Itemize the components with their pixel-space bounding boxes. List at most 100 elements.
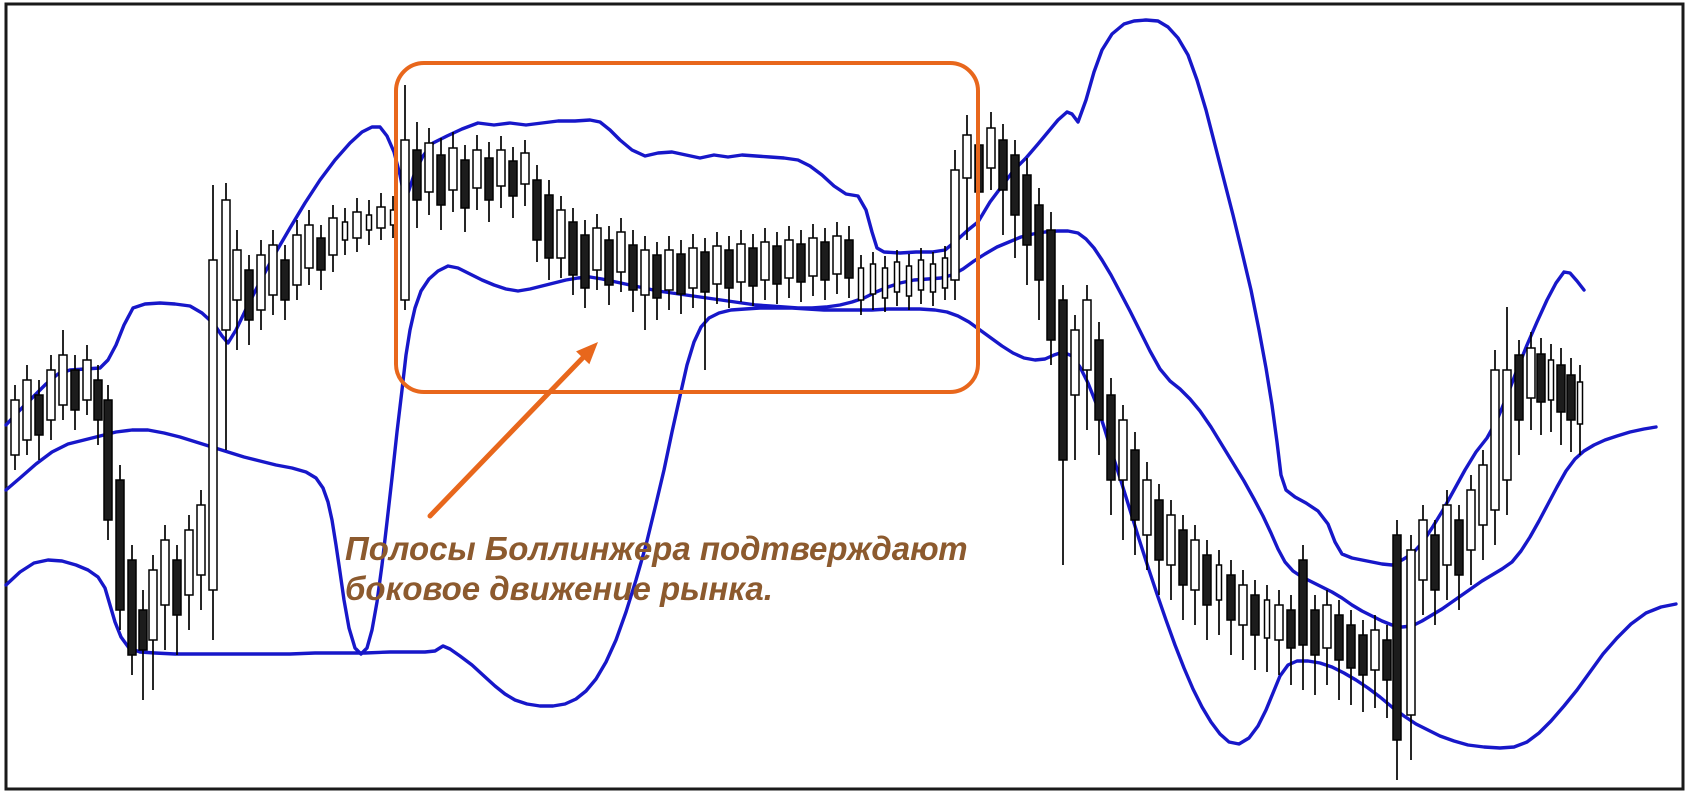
candlestick: [448, 132, 458, 212]
candlestick: [1556, 348, 1566, 445]
candlestick: [893, 250, 901, 306]
candlestick: [292, 220, 302, 300]
annotation-arrow: [427, 342, 598, 519]
candlestick: [748, 234, 758, 306]
candlestick: [544, 180, 554, 280]
candlestick: [1382, 625, 1392, 718]
candlestick: [460, 145, 470, 232]
candlestick: [268, 230, 278, 315]
candlestick: [1576, 365, 1584, 455]
candlestick: [881, 256, 889, 312]
candlestick: [998, 124, 1008, 235]
candlesticks-group: [10, 85, 1584, 780]
candlestick: [244, 255, 254, 345]
candlestick: [1334, 600, 1344, 700]
candlestick: [436, 138, 446, 230]
candlestick: [1454, 505, 1464, 610]
candlestick: [962, 115, 972, 240]
highlight-box: [394, 61, 980, 394]
candlestick: [138, 590, 148, 700]
candlestick: [917, 248, 925, 304]
candlestick: [869, 252, 877, 310]
candlestick: [1034, 188, 1044, 320]
chart-border: [4, 2, 1685, 791]
candlestick: [712, 232, 722, 304]
candlestick: [34, 380, 44, 460]
candlestick: [1082, 285, 1092, 430]
candlestick: [1142, 462, 1152, 570]
lower-band-line: [4, 306, 1678, 750]
candlestick: [592, 214, 602, 290]
candlestick: [1310, 595, 1320, 695]
candlestick: [365, 200, 373, 245]
candlestick: [232, 230, 242, 350]
candlestick: [472, 135, 482, 210]
candlestick: [1238, 570, 1248, 660]
candlestick: [832, 222, 842, 294]
candlestick: [148, 555, 158, 690]
annotation-arrow-line: [427, 355, 586, 519]
candlestick: [352, 198, 362, 252]
candlestick: [1322, 590, 1332, 685]
candlestick: [1070, 315, 1080, 460]
candlestick: [221, 183, 231, 450]
candlestick: [568, 208, 578, 295]
candlestick: [328, 205, 338, 272]
candlestick: [1166, 500, 1176, 600]
candlestick: [1502, 307, 1512, 515]
candlestick: [172, 545, 182, 655]
candlestick: [1106, 378, 1116, 515]
candlestick: [1058, 285, 1068, 565]
candlestick: [1547, 344, 1555, 432]
candlestick: [1154, 484, 1164, 595]
candlestick: [760, 228, 770, 300]
candlestick: [103, 385, 113, 540]
candlestick: [616, 218, 626, 292]
candlestick: [772, 232, 782, 304]
candlestick: [676, 240, 686, 314]
candlestick: [115, 465, 125, 630]
candlestick: [184, 515, 194, 630]
candlestick: [1178, 515, 1188, 620]
candlestick: [808, 224, 818, 296]
candlestick: [256, 240, 266, 330]
candlestick: [376, 193, 386, 240]
candlestick: [10, 385, 20, 470]
candlestick: [556, 196, 566, 278]
candlestick: [1250, 580, 1260, 670]
candlestick: [424, 128, 434, 215]
candlestick: [986, 112, 996, 190]
candlestick: [628, 230, 638, 312]
candlestick: [70, 355, 80, 430]
candlestick: [1370, 615, 1380, 708]
candlestick: [941, 246, 949, 300]
candlestick: [1514, 340, 1524, 455]
candlestick: [1358, 620, 1368, 712]
candlestick: [736, 230, 746, 302]
candlestick: [580, 220, 590, 308]
candlestick: [304, 210, 314, 285]
candlestick: [664, 236, 674, 310]
candlestick: [1346, 610, 1356, 705]
candlestick: [58, 330, 68, 420]
candlestick: [1046, 212, 1056, 365]
candlestick: [160, 525, 170, 650]
candlestick: [1202, 540, 1212, 640]
candlestick: [929, 252, 937, 306]
candlestick: [1466, 475, 1476, 585]
candlestick: [1022, 158, 1032, 285]
candlestick: [1536, 338, 1546, 435]
candlestick: [640, 236, 650, 330]
candlestick: [1094, 322, 1104, 455]
candlestick: [508, 147, 518, 218]
candlestick: [1010, 140, 1020, 258]
candlestick: [127, 545, 137, 675]
candlestick: [82, 345, 92, 415]
candlestick: [604, 226, 614, 305]
candlestick: [316, 225, 326, 290]
candlestick: [1566, 358, 1576, 452]
annotation-text-line1: Полосы Боллинжера подтверждают: [345, 530, 968, 567]
